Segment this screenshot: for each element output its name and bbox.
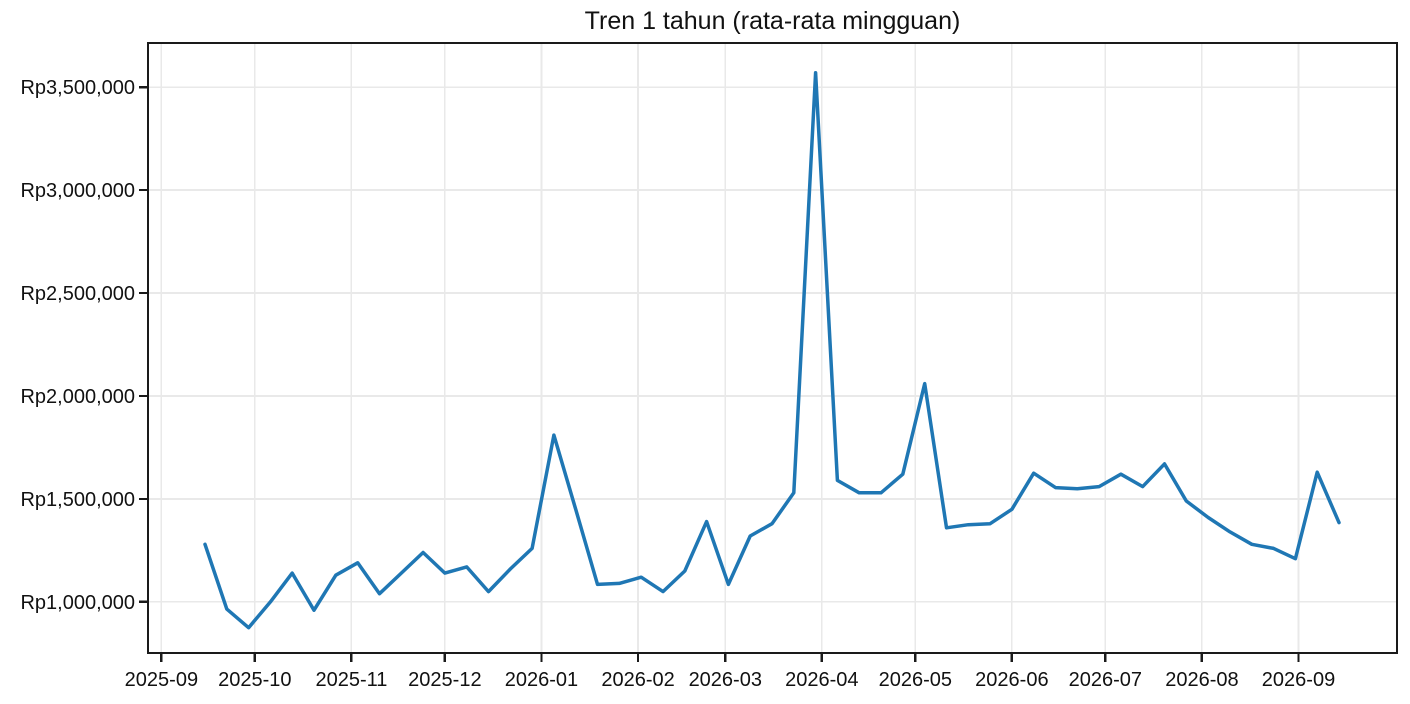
- y-tick-label: Rp3,000,000: [20, 180, 135, 202]
- y-tick-label: Rp1,000,000: [20, 592, 135, 614]
- x-tick-label: 2026-01: [505, 669, 578, 691]
- x-tick-label: 2026-08: [1165, 669, 1238, 691]
- plot-frame: [146, 41, 1399, 655]
- tick-labels: 2025-09 2025-10 2025-11 2025-12 2026-01 2026-…: [20, 77, 1335, 691]
- y-tick-label: Rp2,500,000: [20, 283, 135, 305]
- x-tick-label: 2026-05: [879, 669, 952, 691]
- x-tick-label: 2025-11: [315, 669, 387, 691]
- series-line-weekly-average: [203, 70, 1341, 630]
- x-tick-label: 2025-09: [125, 669, 198, 691]
- x-tick-label: 2026-04: [785, 669, 858, 691]
- y-tick-label: Rp3,500,000: [20, 77, 135, 99]
- x-tick-label: 2026-09: [1262, 669, 1335, 691]
- gridlines: [148, 43, 1397, 653]
- x-tick-label: 2025-10: [218, 669, 291, 691]
- y-tick-label: Rp2,000,000: [20, 386, 135, 408]
- x-tick-label: 2026-06: [975, 669, 1048, 691]
- chart-title: Tren 1 tahun (rata-rata mingguan): [584, 7, 961, 35]
- y-tick-label: Rp1,500,000: [20, 489, 135, 511]
- x-tick-label: 2025-12: [408, 669, 481, 691]
- x-tick-label: 2026-02: [601, 669, 674, 691]
- x-tick-label: 2026-03: [689, 669, 762, 691]
- x-tick-label: 2026-07: [1069, 669, 1142, 691]
- axes: [139, 85, 1300, 662]
